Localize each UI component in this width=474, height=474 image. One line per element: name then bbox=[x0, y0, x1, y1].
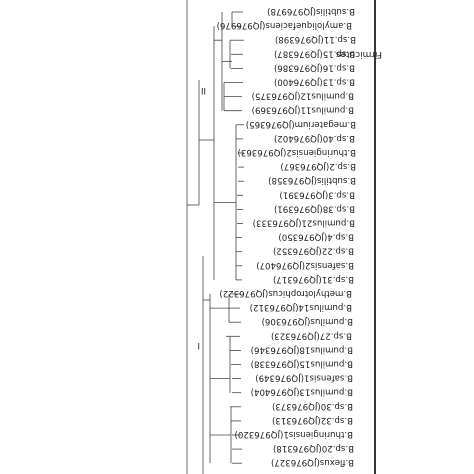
leaf-label: B.sp.16(JQ976386) bbox=[274, 62, 355, 72]
tree-node-labels: III bbox=[197, 85, 206, 350]
clade-label: Firmicutes bbox=[335, 49, 382, 59]
leaf-label: B.sp.32(JQ976313) bbox=[272, 415, 353, 425]
node-label-ii: II bbox=[201, 85, 206, 95]
leaf-label: B.sp.27(JQ976323) bbox=[271, 330, 352, 340]
leaf-label: B.megaterium(JQ976365) bbox=[246, 119, 356, 129]
leaf-label: B.subtilis(JQ976978) bbox=[267, 6, 355, 16]
leaf-label: B.thuringiensis1(JQ976320) bbox=[235, 429, 353, 439]
leaf-label: B.pumilus14(JQ976312) bbox=[250, 302, 352, 312]
leaf-label: B.pumilus15(JQ976338) bbox=[251, 359, 353, 369]
leaf-label: B.pumilus11(JQ976369) bbox=[252, 105, 354, 115]
leaf-label: B.pumilus18(JQ976346) bbox=[251, 344, 353, 354]
leaf-label: B.sp.20(JQ976318) bbox=[273, 443, 354, 453]
leaf-label: B.sp.22(JQ976352) bbox=[273, 246, 354, 256]
tree-leaves: B.subtilis(JQ976978) B.amyloliquefaciens(… bbox=[217, 6, 356, 467]
leaf-label: B.flexus(JQ976327) bbox=[271, 457, 354, 467]
leaf-label: B.subtilis(JQ976358) bbox=[268, 175, 356, 185]
leaf-label: B.amyloliquefaciens(JQ976976) bbox=[217, 20, 352, 30]
leaf-label: B.sp.11(JQ976398) bbox=[275, 34, 356, 44]
leaf-label: B.sp.3(JQ976391) bbox=[279, 189, 355, 199]
leaf-label: B.sp.15(JQ976387) bbox=[274, 48, 355, 58]
leaf-label: B.pumilus21(JQ976333) bbox=[253, 218, 355, 228]
leaf-label: B.pumilus12(JQ976375) bbox=[252, 91, 354, 101]
leaf-label: B.safensis1(JQ976349) bbox=[255, 373, 353, 383]
leaf-label: B.sp.13(JQ976400) bbox=[274, 77, 355, 87]
leaf-label: B.methylotrophicus(JQ976322) bbox=[219, 288, 352, 298]
clade-annotation: Firmicutes bbox=[335, 0, 382, 474]
node-label-i: I bbox=[197, 340, 200, 350]
leaf-label: B.sp.4(JQ976350) bbox=[278, 232, 354, 242]
leaf-label: B.sp.38(JQ976391) bbox=[274, 203, 355, 213]
leaf-label: B.pumilus(JQ976306) bbox=[262, 316, 353, 326]
leaf-label: B.sp.31(JQ976317) bbox=[273, 274, 354, 284]
leaf-label: B.safensis2(JQ976407) bbox=[256, 260, 354, 270]
leaf-label: B.pumilus13(JQ976404) bbox=[251, 387, 353, 397]
leaf-label: B.sp.30(JQ976373) bbox=[272, 401, 353, 411]
tree-branches bbox=[186, 0, 244, 474]
leaf-label: B.sp.40(JQ976402) bbox=[274, 133, 355, 143]
leaf-label: B.thuringiensis2(JQ976363) bbox=[238, 147, 356, 157]
leaf-label: B.sp.2(JQ976367) bbox=[280, 161, 356, 171]
